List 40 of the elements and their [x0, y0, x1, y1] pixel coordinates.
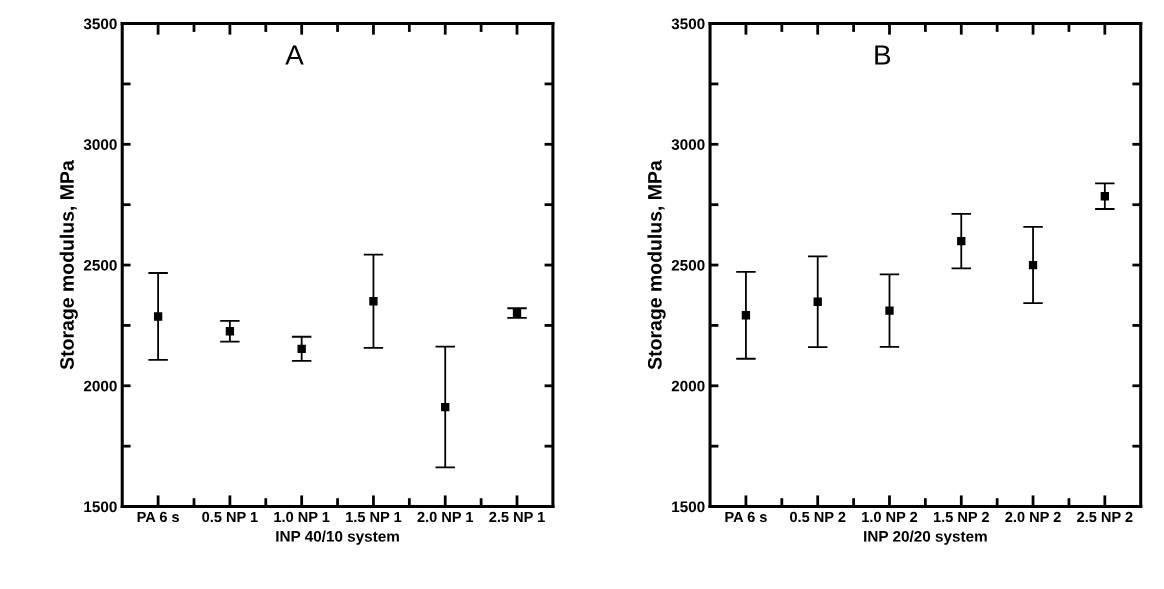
point — [225, 327, 235, 336]
y-tick-label: 2500 — [83, 259, 117, 271]
y-tick-label: 3000 — [83, 139, 117, 151]
point — [369, 297, 378, 306]
point — [441, 402, 450, 412]
y-tick-label: 2000 — [671, 380, 705, 392]
point — [297, 344, 306, 354]
y-tick-label: 3000 — [671, 139, 705, 151]
x-axis-title: INP 20/20 system — [864, 530, 987, 545]
text: A — [285, 45, 304, 65]
point — [813, 297, 822, 306]
x-tick-label: 1.5 NP 2 — [933, 511, 989, 523]
x-tick-label: 2.5 NP 1 — [489, 511, 545, 523]
point — [885, 306, 894, 315]
point — [1028, 260, 1038, 270]
x-tick-label: 1.5 NP 1 — [346, 511, 402, 523]
point — [741, 311, 751, 320]
y-tick-label: 3500 — [83, 18, 117, 30]
x-tick-label: 2.5 NP 2 — [1077, 511, 1133, 523]
y-axis-title: Storage modulus, MPa — [647, 160, 666, 370]
y-tick-label: 1500 — [672, 501, 705, 513]
y-tick-label: 2500 — [671, 259, 705, 271]
point — [957, 236, 966, 246]
x-tick-label: 2.0 NP 2 — [1005, 511, 1061, 523]
x-tick-label: 2.0 NP 1 — [417, 511, 474, 523]
x-tick-label: 0.5 NP 1 — [202, 511, 258, 523]
y-axis-title: Storage modulus, MPa — [59, 160, 78, 370]
point — [153, 312, 163, 321]
x-tick-label: 0.5 NP 2 — [790, 511, 846, 523]
point — [512, 308, 522, 318]
y-tick-label: 1500 — [84, 501, 117, 513]
x-tick-label: PA 6 s — [137, 511, 179, 523]
x-tick-label: 1.0 NP 2 — [862, 511, 918, 523]
x-axis-title: INP 40/10 system — [276, 530, 399, 545]
x-tick-label: PA 6 s — [725, 511, 767, 523]
point — [1100, 192, 1109, 201]
text: B — [875, 45, 891, 65]
y-tick-label: 3500 — [671, 18, 705, 30]
y-tick-label: 2000 — [83, 380, 117, 392]
x-tick-label: 1.0 NP 1 — [274, 511, 330, 523]
